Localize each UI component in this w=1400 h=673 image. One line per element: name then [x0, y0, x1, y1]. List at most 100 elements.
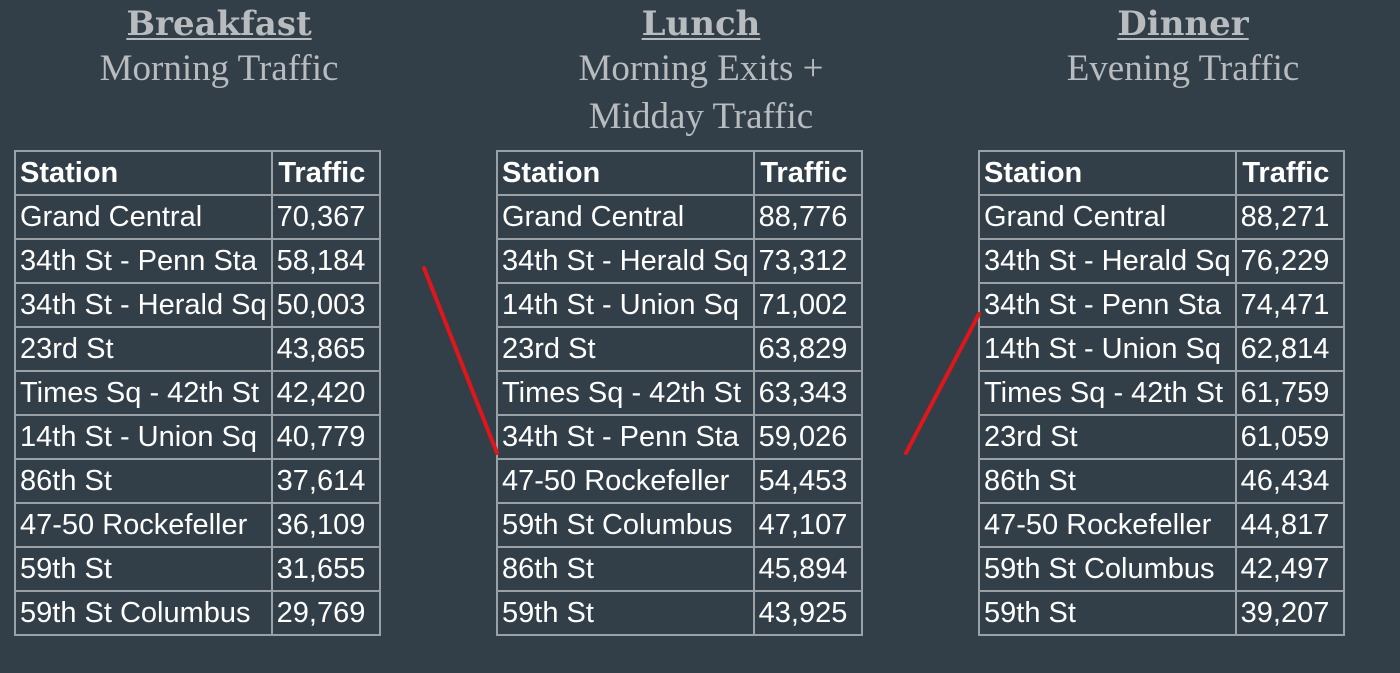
station-cell: 34th St - Penn Sta	[496, 414, 755, 460]
traffic-cell: 46,434	[1234, 458, 1346, 504]
station-cell: 23rd St	[14, 326, 273, 372]
station-cell: 59th St Columbus	[496, 502, 755, 548]
station-cell: 59th St Columbus	[978, 546, 1237, 592]
panel-subtitle: Midday Traffic	[588, 96, 814, 137]
panel-title: Breakfast	[126, 4, 312, 44]
traffic-cell: 63,343	[752, 370, 864, 416]
traffic-cell: 54,453	[752, 458, 864, 504]
table-row: 86th St 37,614	[14, 458, 382, 504]
station-cell: Grand Central	[978, 194, 1237, 240]
station-cell: 47-50 Rockefeller	[496, 458, 755, 504]
station-cell: 34th St - Herald Sq	[14, 282, 273, 328]
traffic-cell: 39,207	[1234, 590, 1346, 636]
table-row: 23rd St 61,059	[978, 414, 1346, 460]
station-cell: 14th St - Union Sq	[14, 414, 273, 460]
table-row: Grand Central 88,271	[978, 194, 1346, 240]
traffic-cell: 88,271	[1234, 194, 1346, 240]
panel-title: Lunch	[641, 4, 761, 44]
header-traffic: Traffic	[752, 150, 864, 196]
station-cell: 14th St - Union Sq	[496, 282, 755, 328]
header-station: Station	[978, 150, 1237, 196]
station-cell: Grand Central	[496, 194, 755, 240]
table-row: 34th St - Herald Sq 76,229	[978, 238, 1346, 284]
panel-heading: Dinner Evening Traffic	[938, 0, 1400, 93]
traffic-cell: 61,759	[1234, 370, 1346, 416]
station-cell: 14th St - Union Sq	[978, 326, 1237, 372]
table-row: 23rd St 63,829	[496, 326, 864, 372]
traffic-cell: 61,059	[1234, 414, 1346, 460]
table-row: 47-50 Rockefeller 54,453	[496, 458, 864, 504]
traffic-cell: 44,817	[1234, 502, 1346, 548]
connector-lunch-to-dinner	[904, 312, 981, 455]
header-traffic: Traffic	[270, 150, 382, 196]
traffic-cell: 37,614	[270, 458, 382, 504]
traffic-cell: 40,779	[270, 414, 382, 460]
traffic-cell: 88,776	[752, 194, 864, 240]
station-cell: 34th St - Penn Sta	[14, 238, 273, 284]
table-header-row: Station Traffic	[496, 150, 864, 196]
table-row: 34th St - Herald Sq 73,312	[496, 238, 864, 284]
station-cell: 86th St	[978, 458, 1237, 504]
table-row: Times Sq - 42th St 42,420	[14, 370, 382, 416]
station-cell: 34th St - Penn Sta	[978, 282, 1237, 328]
traffic-cell: 50,003	[270, 282, 382, 328]
traffic-cell: 74,471	[1234, 282, 1346, 328]
traffic-cell: 45,894	[752, 546, 864, 592]
traffic-cell: 42,420	[270, 370, 382, 416]
table-row: 59th St 31,655	[14, 546, 382, 592]
header-station: Station	[14, 150, 273, 196]
station-cell: 23rd St	[978, 414, 1237, 460]
traffic-table: Station Traffic Grand Central 70,367 34th St…	[14, 150, 382, 636]
panel-subtitle: Evening Traffic	[1066, 48, 1300, 89]
traffic-cell: 73,312	[752, 238, 864, 284]
station-cell: Grand Central	[14, 194, 273, 240]
traffic-cell: 62,814	[1234, 326, 1346, 372]
table-row: 14th St - Union Sq 71,002	[496, 282, 864, 328]
station-cell: Times Sq - 42th St	[496, 370, 755, 416]
header-station: Station	[496, 150, 755, 196]
panel-heading: Lunch Morning Exits + Midday Traffic	[456, 0, 946, 141]
station-cell: 86th St	[496, 546, 755, 592]
table-row: 34th St - Herald Sq 50,003	[14, 282, 382, 328]
panel-heading: Breakfast Morning Traffic	[0, 0, 464, 93]
station-cell: Times Sq - 42th St	[14, 370, 273, 416]
connector-breakfast-to-lunch	[422, 266, 499, 455]
panel-subtitle: Morning Traffic	[99, 48, 339, 89]
traffic-table: Station Traffic Grand Central 88,776 34th St…	[496, 150, 864, 636]
traffic-cell: 63,829	[752, 326, 864, 372]
table-row: 34th St - Penn Sta 58,184	[14, 238, 382, 284]
station-cell: 59th St Columbus	[14, 590, 273, 636]
table-row: 59th St 43,925	[496, 590, 864, 636]
table-row: Times Sq - 42th St 61,759	[978, 370, 1346, 416]
traffic-cell: 36,109	[270, 502, 382, 548]
traffic-cell: 29,769	[270, 590, 382, 636]
table-header-row: Station Traffic	[14, 150, 382, 196]
panel-subtitle: Morning Exits +	[578, 48, 824, 89]
station-cell: 59th St	[14, 546, 273, 592]
table-row: 47-50 Rockefeller 44,817	[978, 502, 1346, 548]
table-row: Grand Central 70,367	[14, 194, 382, 240]
table-row: 59th St Columbus 42,497	[978, 546, 1346, 592]
table-row: 14th St - Union Sq 40,779	[14, 414, 382, 460]
traffic-cell: 71,002	[752, 282, 864, 328]
table-row: Times Sq - 42th St 63,343	[496, 370, 864, 416]
table-row: 59th St Columbus 29,769	[14, 590, 382, 636]
traffic-cell: 70,367	[270, 194, 382, 240]
station-cell: 59th St	[496, 590, 755, 636]
traffic-cell: 58,184	[270, 238, 382, 284]
header-traffic: Traffic	[1234, 150, 1346, 196]
table-row: Grand Central 88,776	[496, 194, 864, 240]
station-cell: 86th St	[14, 458, 273, 504]
station-cell: 47-50 Rockefeller	[978, 502, 1237, 548]
table-row: 59th St Columbus 47,107	[496, 502, 864, 548]
traffic-cell: 76,229	[1234, 238, 1346, 284]
table-row: 86th St 46,434	[978, 458, 1346, 504]
traffic-cell: 47,107	[752, 502, 864, 548]
traffic-cell: 31,655	[270, 546, 382, 592]
table-row: 86th St 45,894	[496, 546, 864, 592]
station-cell: 34th St - Herald Sq	[978, 238, 1237, 284]
station-cell: 47-50 Rockefeller	[14, 502, 273, 548]
station-cell: Times Sq - 42th St	[978, 370, 1237, 416]
traffic-table: Station Traffic Grand Central 88,271 34th St…	[978, 150, 1346, 636]
station-cell: 34th St - Herald Sq	[496, 238, 755, 284]
